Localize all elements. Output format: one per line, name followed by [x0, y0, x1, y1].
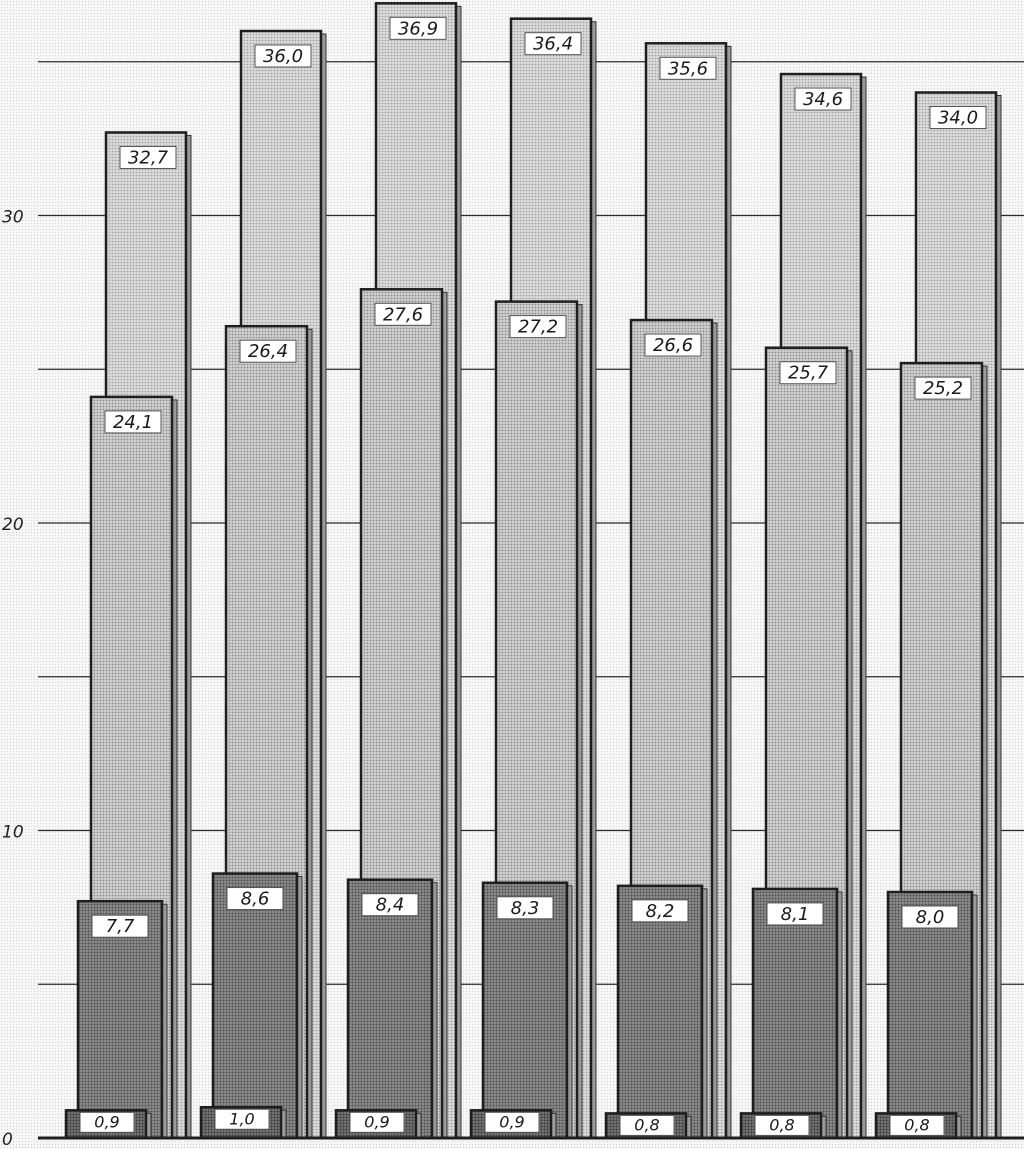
data-label-box: [91, 914, 149, 938]
data-label: 0,9: [94, 1112, 119, 1131]
data-label-box: [349, 1111, 405, 1133]
data-label-box: [914, 376, 972, 400]
bar: [751, 887, 839, 1140]
data-label: 32,7: [128, 147, 169, 168]
data-label-box: [104, 410, 162, 434]
data-label-box: [361, 893, 419, 917]
y-tick-label: 20: [2, 515, 24, 535]
data-label: 36,0: [263, 46, 303, 67]
data-label-box: [214, 1108, 270, 1130]
bar: [211, 872, 299, 1140]
data-label-box: [254, 44, 312, 68]
data-label-box: [889, 1114, 945, 1136]
data-label-box: [226, 887, 284, 911]
data-label: 26,6: [653, 335, 693, 356]
data-label: 0,9: [499, 1112, 524, 1131]
data-label: 8,0: [916, 907, 945, 928]
data-label: 36,9: [398, 18, 438, 39]
data-label: 24,1: [113, 412, 153, 433]
data-label: 34,6: [803, 89, 843, 110]
data-label: 26,4: [248, 341, 288, 362]
data-label-box: [119, 145, 177, 169]
data-label-box: [239, 339, 297, 363]
data-label-box: [619, 1114, 675, 1136]
data-label: 8,6: [241, 889, 270, 910]
data-label-box: [794, 87, 852, 111]
data-label-box: [79, 1111, 135, 1133]
data-label: 0,8: [769, 1115, 794, 1134]
bar: [886, 890, 974, 1140]
data-label: 0,8: [904, 1115, 929, 1134]
data-label-box: [496, 896, 554, 920]
data-label-box: [631, 899, 689, 923]
data-label-box: [524, 32, 582, 56]
data-label: 36,4: [533, 34, 573, 55]
bar: [481, 881, 569, 1140]
data-label-box: [754, 1114, 810, 1136]
data-label: 8,4: [376, 895, 405, 916]
y-tick-label: 30: [2, 208, 24, 228]
data-label: 8,1: [781, 904, 810, 925]
data-label: 1,0: [229, 1109, 254, 1128]
y-tick-label: 0: [2, 1130, 13, 1149]
data-label: 34,0: [938, 108, 978, 129]
data-label-box: [389, 16, 447, 40]
data-label-box: [484, 1111, 540, 1133]
data-labels: 32,7 24,1 7,7 0,9 36,0 26,4 8,6 1,0 36,9 27,6 8,4 0…: [79, 16, 987, 1136]
data-label: 8,3: [511, 898, 540, 919]
data-label-box: [766, 902, 824, 926]
data-label: 7,7: [106, 916, 135, 937]
data-label: 0,8: [634, 1115, 659, 1134]
bars: [64, 2, 1002, 1140]
data-label-box: [901, 905, 959, 929]
data-label: 25,2: [923, 378, 963, 399]
data-label-box: [779, 361, 837, 385]
data-label: 35,6: [668, 58, 708, 79]
data-label-box: [644, 333, 702, 357]
data-label: 27,2: [518, 317, 558, 338]
data-label: 8,2: [646, 901, 675, 922]
bar: [616, 884, 704, 1140]
data-label: 27,6: [383, 304, 423, 325]
data-label: 0,9: [364, 1112, 389, 1131]
data-label: 25,7: [788, 363, 829, 384]
bar: [346, 878, 434, 1140]
y-axis-tick-labels: 0 10 20 30: [2, 208, 24, 1149]
data-label-box: [509, 315, 567, 339]
data-label-box: [659, 56, 717, 80]
data-label-box: [929, 106, 987, 129]
data-label-box: [374, 302, 432, 326]
y-tick-label: 10: [2, 823, 24, 843]
